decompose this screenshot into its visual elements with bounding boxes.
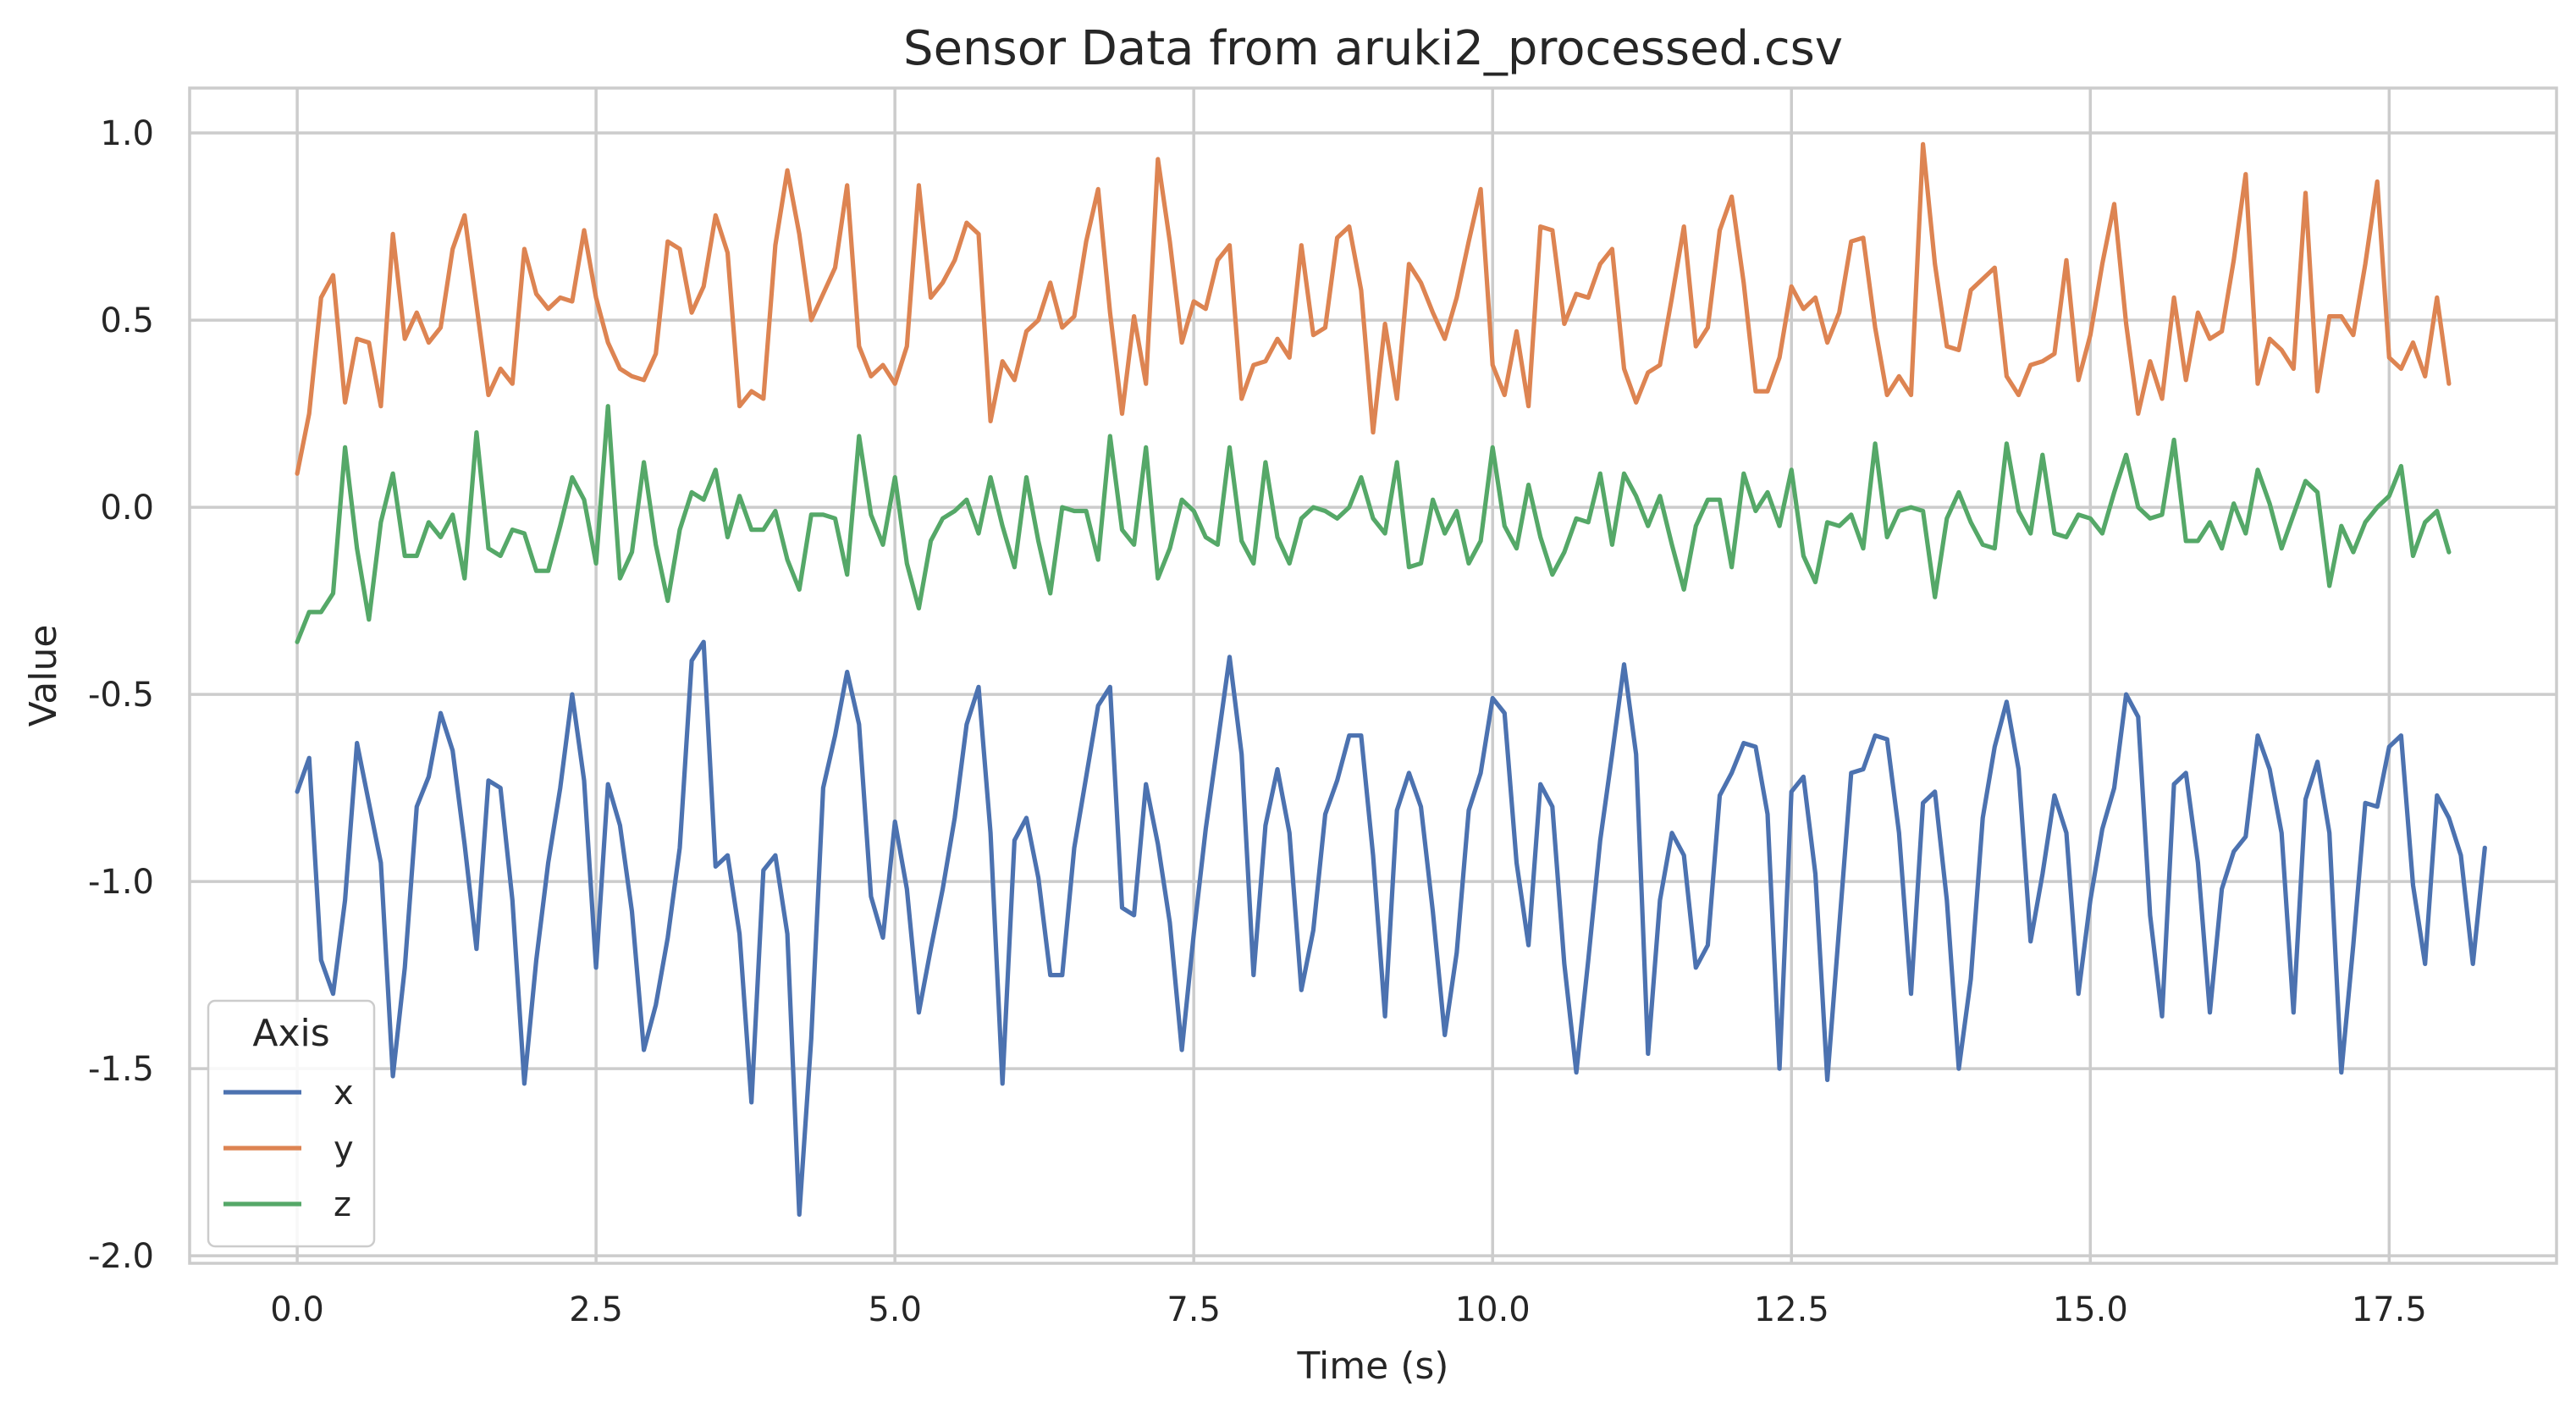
- x-tick-label: 7.5: [1167, 1290, 1221, 1329]
- y-tick-label: -1.0: [88, 863, 154, 902]
- plot-area: [190, 88, 2557, 1263]
- series-line-y: [295, 141, 2452, 476]
- x-tick-label: 17.5: [2352, 1290, 2427, 1329]
- x-tick-label: 2.5: [569, 1290, 623, 1329]
- x-tick-label: 0.0: [270, 1290, 324, 1329]
- y-tick-label: -0.5: [88, 676, 154, 715]
- y-tick-label: -1.5: [88, 1050, 154, 1089]
- y-tick-label: 1.0: [100, 114, 154, 153]
- series-lines: [295, 141, 2487, 1218]
- y-tick-label: -2.0: [88, 1237, 154, 1276]
- series-line-x: [295, 639, 2487, 1218]
- chart-title: Sensor Data from aruki2_processed.csv: [903, 21, 1843, 76]
- legend: Axis xyz: [207, 999, 376, 1248]
- x-tick-label: 15.0: [2053, 1290, 2128, 1329]
- x-tick-label: 5.0: [868, 1290, 922, 1329]
- legend-label-z: z: [334, 1185, 351, 1224]
- legend-box: [207, 999, 376, 1248]
- legend-label-y: y: [334, 1130, 354, 1168]
- plot-frame: [188, 86, 2558, 1265]
- legend-label-x: x: [334, 1074, 354, 1113]
- legend-title: Axis: [252, 1012, 329, 1055]
- x-tick-label: 12.5: [1754, 1290, 1829, 1329]
- x-tick-labels: 0.0 2.5 5.0 7.5 10.0 12.5 15.0 17.5: [270, 1290, 2427, 1329]
- y-axis-label: Value: [22, 625, 65, 727]
- x-tick-label: 10.0: [1455, 1290, 1531, 1329]
- y-tick-label: 0.0: [100, 489, 154, 527]
- series-line-z: [295, 404, 2452, 644]
- y-tick-label: 0.5: [100, 301, 154, 340]
- x-axis-label: Time (s): [1297, 1345, 1449, 1388]
- legend-items: xyz: [223, 1074, 354, 1224]
- y-tick-labels: 1.0 0.5 0.0 -0.5 -1.0 -1.5 -2.0: [88, 114, 154, 1276]
